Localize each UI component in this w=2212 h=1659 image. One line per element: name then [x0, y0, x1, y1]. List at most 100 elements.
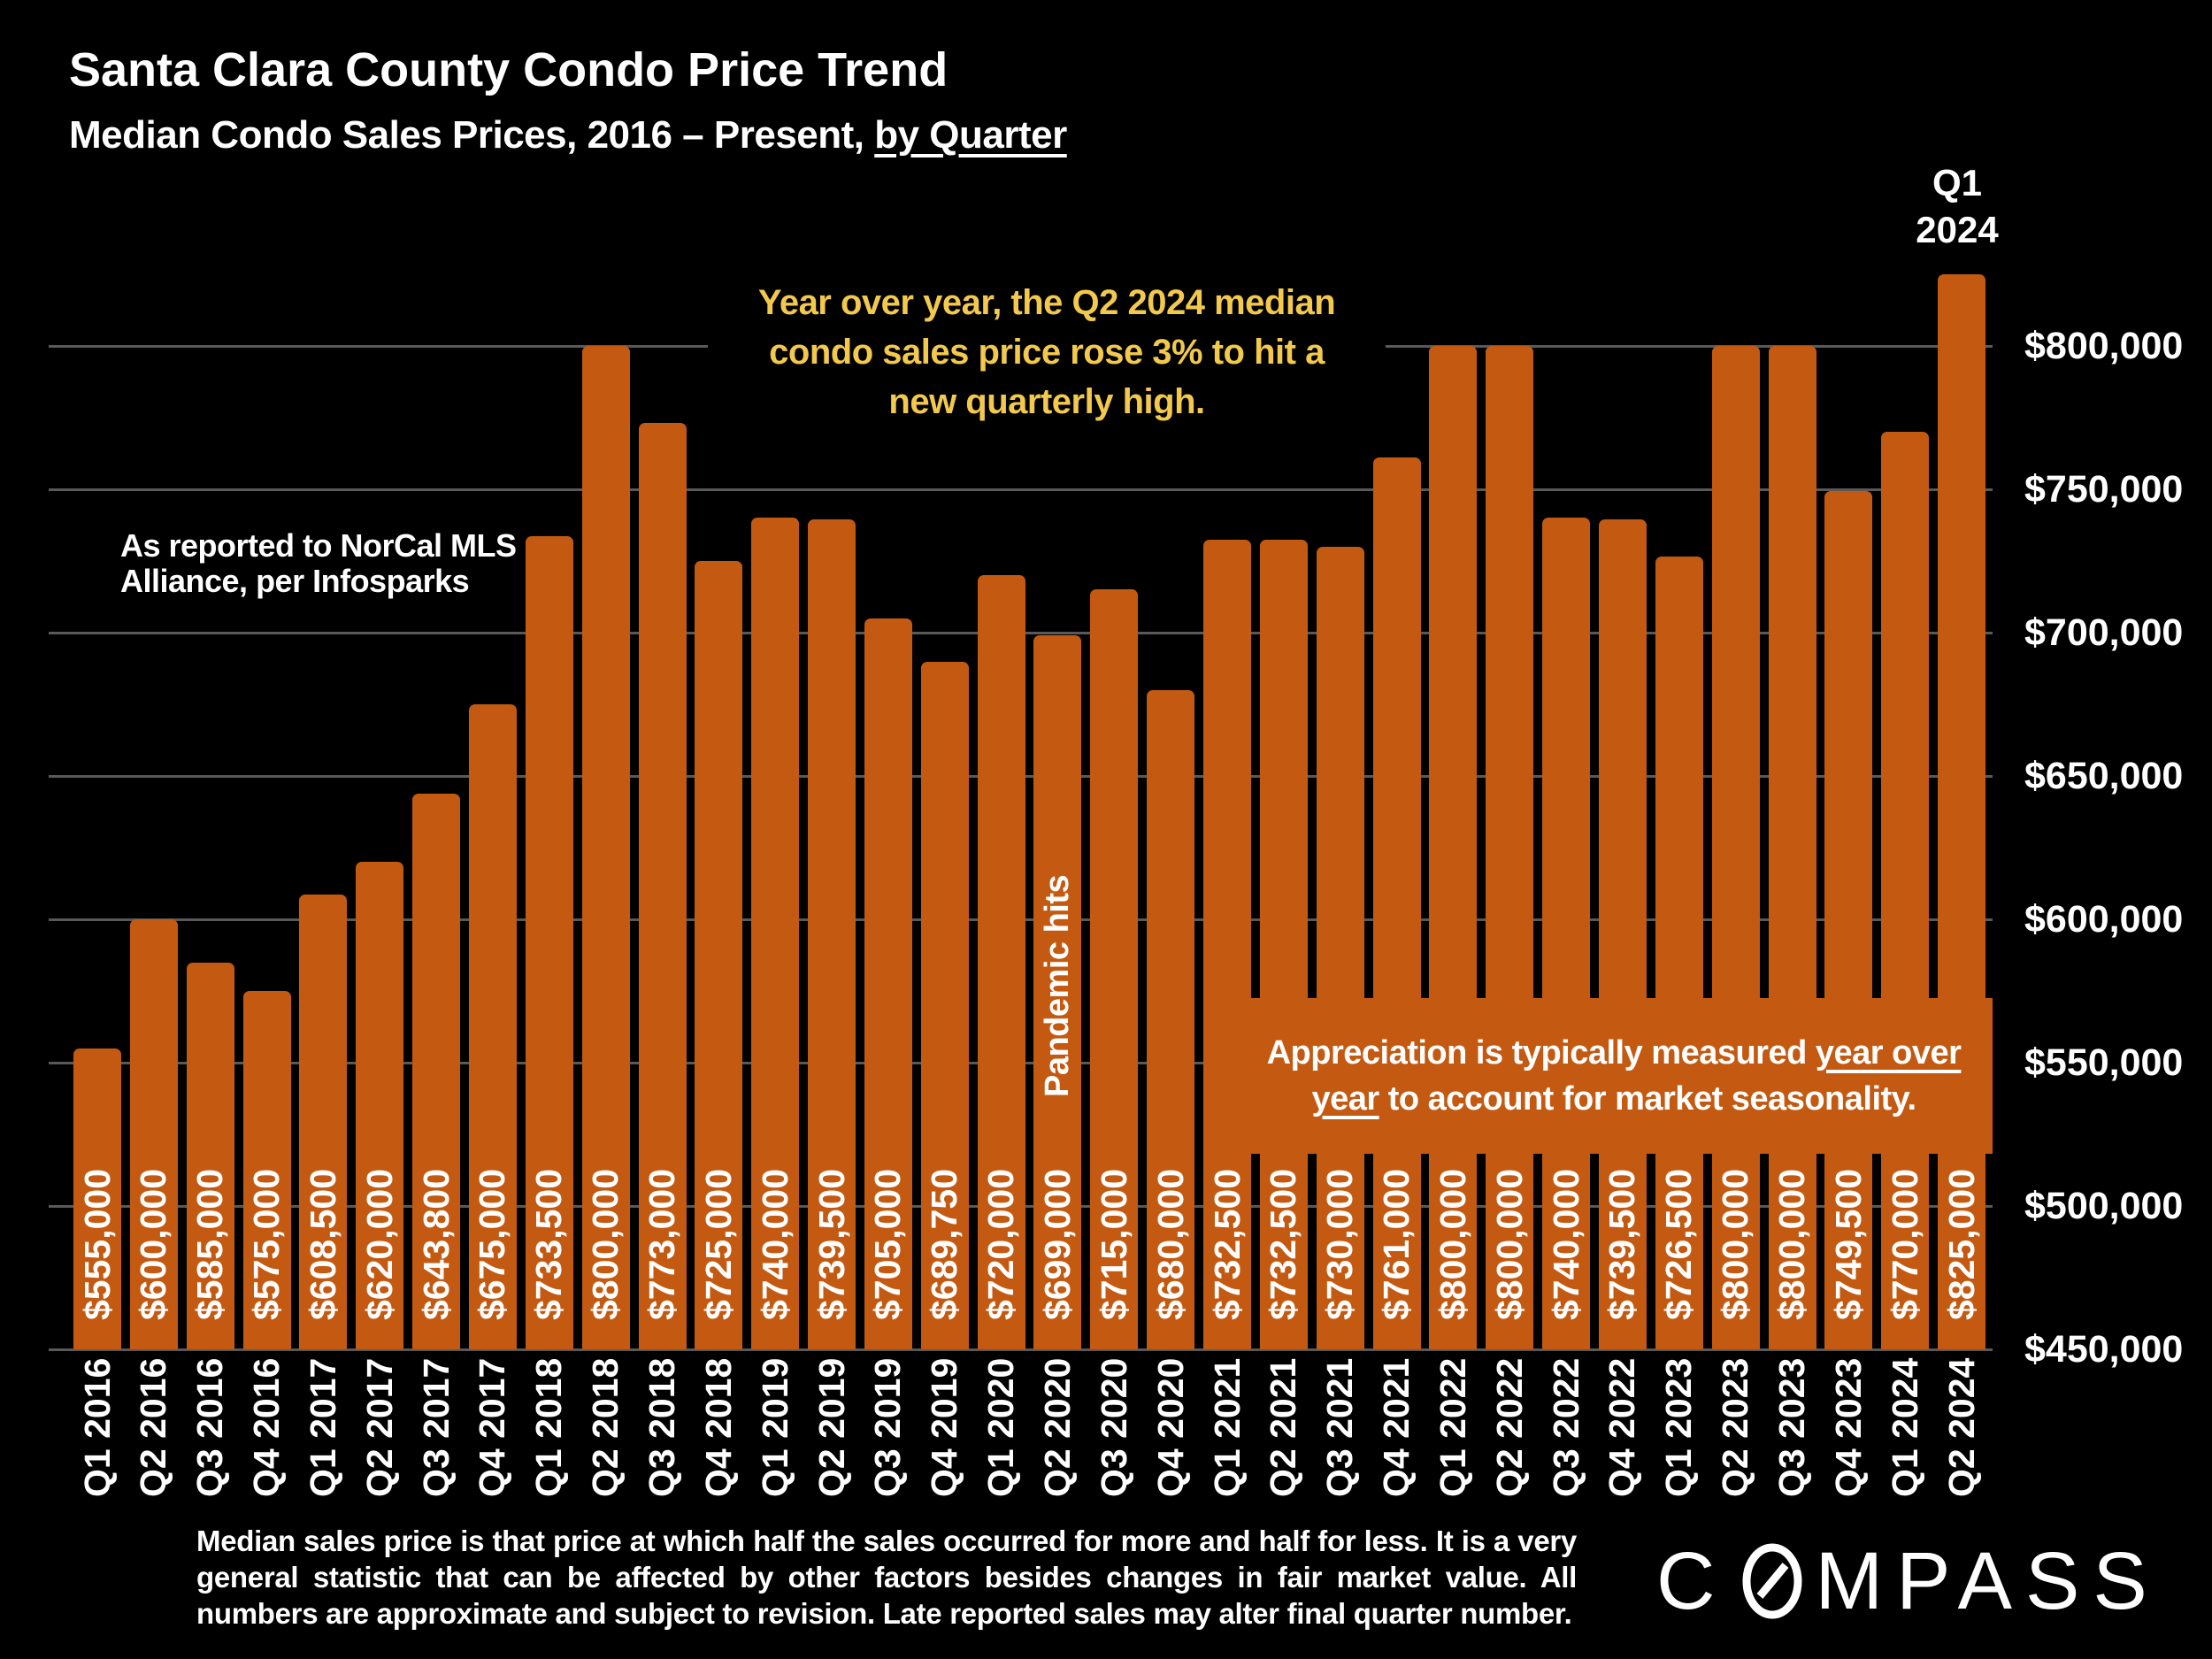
bar-Q4-2021	[1372, 457, 1421, 1349]
bar-Q1-2017	[299, 895, 348, 1349]
bar-Q3-2023	[1768, 346, 1816, 1349]
bar-value-label: $761,000	[1376, 1168, 1417, 1320]
bar-Q4-2023	[1824, 490, 1873, 1349]
source-note-line2: Alliance, per Infosparks	[120, 563, 470, 599]
bar-value-label: $643,800	[415, 1168, 457, 1320]
highlight-note-line3: new quarterly high.	[888, 382, 1205, 421]
top-right-quarter-line2: 2024	[1916, 209, 1999, 250]
bar-Q2-2017	[356, 862, 404, 1349]
grid-line	[49, 488, 1993, 491]
x-axis-label: Q1 2022	[1432, 1357, 1473, 1497]
bar-value-label: $575,000	[246, 1168, 288, 1320]
bar-value-label: $705,000	[867, 1168, 909, 1320]
grid-line	[49, 1348, 1993, 1351]
x-axis-label: Q3 2020	[1093, 1357, 1134, 1497]
x-axis-label: Q1 2018	[528, 1357, 570, 1497]
compass-o-icon	[1728, 1540, 1815, 1623]
x-axis-label: Q4 2020	[1149, 1357, 1191, 1497]
subtitle-underlined-text: by Quarter	[874, 113, 1067, 157]
top-right-quarter-line1: Q1	[1932, 162, 1983, 204]
y-axis-label: $550,000	[2024, 1041, 2184, 1084]
x-axis-label: Q1 2023	[1658, 1357, 1700, 1497]
appreciation-line2-underlined: year	[1311, 1080, 1379, 1118]
appreciation-note-line1: Appreciation is typically measured year …	[1235, 1030, 1993, 1076]
bar-value-label: $620,000	[358, 1168, 400, 1320]
y-axis-label: $500,000	[2024, 1185, 2184, 1227]
y-axis-label: $750,000	[2024, 468, 2184, 511]
bar-Q2-2023	[1711, 346, 1760, 1349]
bar-value-label: $699,000	[1036, 1168, 1078, 1320]
bar-value-label: $689,750	[924, 1168, 965, 1320]
x-axis-label: Q4 2023	[1827, 1357, 1869, 1497]
x-axis-label: Q4 2021	[1376, 1357, 1417, 1497]
bar-Q1-2019	[751, 518, 800, 1349]
bar-Q3-2016	[186, 962, 234, 1349]
x-axis-label: Q3 2016	[189, 1357, 231, 1497]
bar-value-label: $740,000	[754, 1168, 795, 1320]
x-axis-label: Q2 2020	[1036, 1357, 1078, 1497]
subtitle-text: Median Condo Sales Prices, 2016 – Presen…	[69, 113, 875, 157]
bar-Q3-2022	[1542, 518, 1591, 1349]
appreciation-line1-underlined: year over	[1815, 1034, 1962, 1071]
x-axis-label: Q1 2016	[76, 1357, 118, 1497]
bar-value-label: $720,000	[980, 1168, 1022, 1320]
bar-value-label: $733,500	[528, 1168, 570, 1320]
bar-Q2-2022	[1486, 346, 1534, 1349]
y-axis-label: $650,000	[2024, 755, 2184, 797]
footer-disclaimer: Median sales price is that price at whic…	[196, 1525, 1577, 1630]
appreciation-line2-text: to account for market seasonality.	[1379, 1080, 1916, 1118]
x-axis-label: Q2 2019	[810, 1357, 852, 1497]
bar-Q1-2024	[1881, 432, 1930, 1349]
x-axis-label: Q3 2018	[641, 1357, 682, 1497]
bar-Q2-2024	[1938, 274, 1986, 1349]
bar-Q2-2016	[129, 919, 178, 1349]
bar-Q1-2020	[977, 575, 1025, 1349]
compass-logo: C MPASS	[1656, 1540, 2161, 1623]
bar-value-label: $800,000	[1715, 1168, 1756, 1320]
bar-value-label: $730,000	[1319, 1168, 1361, 1320]
bar-value-label: $749,500	[1827, 1168, 1869, 1320]
x-axis-label: Q1 2021	[1206, 1357, 1248, 1497]
x-axis-label: Q4 2016	[246, 1357, 288, 1497]
x-axis-label: Q4 2018	[697, 1357, 739, 1497]
bar-value-label: $585,000	[189, 1168, 231, 1320]
bar-value-label: $739,500	[1601, 1168, 1643, 1320]
bar-value-label: $732,500	[1263, 1168, 1304, 1320]
bar-value-label: $739,500	[810, 1168, 852, 1320]
appreciation-note: Appreciation is typically measured year …	[1235, 998, 1993, 1154]
bar-value-label: $600,000	[133, 1168, 174, 1320]
y-axis-label: $600,000	[2024, 898, 2184, 941]
x-axis-label: Q2 2016	[133, 1357, 174, 1497]
appreciation-note-line2: year to account for market seasonality.	[1235, 1076, 1993, 1122]
bar-Q2-2020	[1033, 635, 1082, 1349]
x-axis-label: Q3 2019	[867, 1357, 909, 1497]
bar-value-label: $800,000	[1771, 1168, 1812, 1320]
x-axis-label: Q2 2023	[1715, 1357, 1756, 1497]
bar-value-label: $800,000	[1488, 1168, 1530, 1320]
bar-Q4-2017	[468, 704, 517, 1349]
highlight-note-line1: Year over year, the Q2 2024 median	[757, 283, 1336, 322]
x-axis-label: Q2 2022	[1488, 1357, 1530, 1497]
source-note: As reported to NorCal MLS Alliance, per …	[120, 528, 517, 599]
y-axis-label: $450,000	[2024, 1328, 2184, 1371]
bar-Q2-2018	[581, 346, 630, 1349]
x-axis-label: Q4 2022	[1601, 1357, 1643, 1497]
x-axis-label: Q2 2021	[1263, 1357, 1304, 1497]
bar-value-label: $555,000	[76, 1168, 118, 1320]
bar-Q4-2016	[242, 991, 291, 1349]
bar-value-label: $608,500	[302, 1168, 343, 1320]
x-axis-label: Q3 2021	[1319, 1357, 1361, 1497]
bar-value-label: $726,500	[1658, 1168, 1700, 1320]
x-axis-label: Q4 2017	[472, 1357, 513, 1497]
x-axis-label: Q3 2017	[415, 1357, 457, 1497]
bar-Q2-2019	[808, 519, 856, 1349]
bar-Q2-2021	[1259, 539, 1308, 1349]
bar-Q4-2018	[695, 561, 743, 1349]
bar-Q1-2021	[1203, 539, 1251, 1349]
appreciation-line1-text: Appreciation is typically measured	[1266, 1034, 1816, 1071]
bar-value-label: $740,000	[1545, 1168, 1586, 1320]
x-axis-label: Q2 2024	[1940, 1357, 1982, 1497]
bar-value-label: $825,000	[1940, 1168, 1982, 1320]
bar-value-label: $732,500	[1206, 1168, 1248, 1320]
